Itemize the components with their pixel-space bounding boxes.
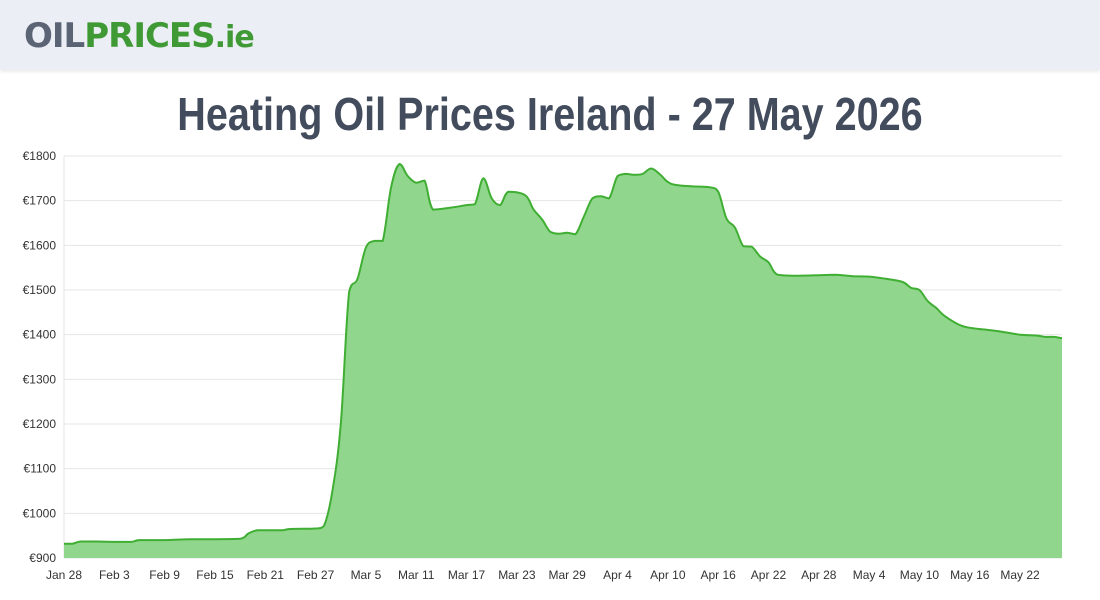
x-tick-label: Apr 10 (650, 568, 686, 582)
x-tick-label: Feb 21 (247, 568, 285, 582)
x-tick-label: Mar 29 (549, 568, 587, 582)
y-tick-label: €1500 (23, 283, 57, 297)
x-tick-label: Jan 28 (46, 568, 82, 582)
y-tick-label: €1600 (23, 238, 57, 252)
x-tick-label: Mar 23 (498, 568, 536, 582)
x-tick-label: Mar 17 (448, 568, 486, 582)
x-tick-label: Apr 16 (700, 568, 736, 582)
x-tick-label: Feb 27 (297, 568, 335, 582)
x-tick-label: May 10 (900, 568, 940, 582)
logo-prices: PRICES (84, 16, 215, 56)
x-axis: Jan 28 Feb 3 Feb 9 Feb 15 Feb 21 Feb 27 Mar 5 M… (46, 568, 1040, 582)
site-logo[interactable]: OILPRICES.ie (24, 14, 255, 60)
y-tick-label: €1300 (23, 372, 57, 386)
x-tick-label: Feb 3 (99, 568, 130, 582)
x-tick-label: Mar 11 (398, 568, 435, 582)
logo-tld: .ie (214, 20, 255, 55)
x-tick-label: Apr 22 (751, 568, 787, 582)
y-axis: €900 €1000 €1100 €1200 €1300 €1400 €1500 €1600 €… (23, 149, 57, 565)
x-tick-label: Apr 28 (801, 568, 837, 582)
x-tick-label: May 16 (950, 568, 990, 582)
y-tick-label: €900 (29, 551, 56, 565)
x-tick-label: Feb 9 (149, 568, 180, 582)
y-tick-label: €1700 (23, 194, 57, 208)
y-tick-label: €1400 (23, 328, 57, 342)
chart-title: Heating Oil Prices Ireland - 27 May 2026 (177, 88, 923, 140)
x-tick-label: May 4 (853, 568, 886, 582)
y-tick-label: €1800 (23, 149, 57, 163)
x-tick-label: Feb 15 (196, 568, 234, 582)
y-tick-label: €1000 (23, 506, 57, 520)
price-area (64, 164, 1062, 558)
x-tick-label: Mar 5 (351, 568, 382, 582)
x-tick-label: May 22 (1000, 568, 1040, 582)
y-tick-label: €1200 (23, 417, 57, 431)
x-tick-label: Apr 4 (603, 568, 632, 582)
logo-oil: OIL (24, 16, 85, 56)
site-header: OILPRICES.ie (0, 0, 1100, 70)
price-line (64, 162, 1063, 545)
y-tick-label: €1100 (24, 462, 57, 476)
